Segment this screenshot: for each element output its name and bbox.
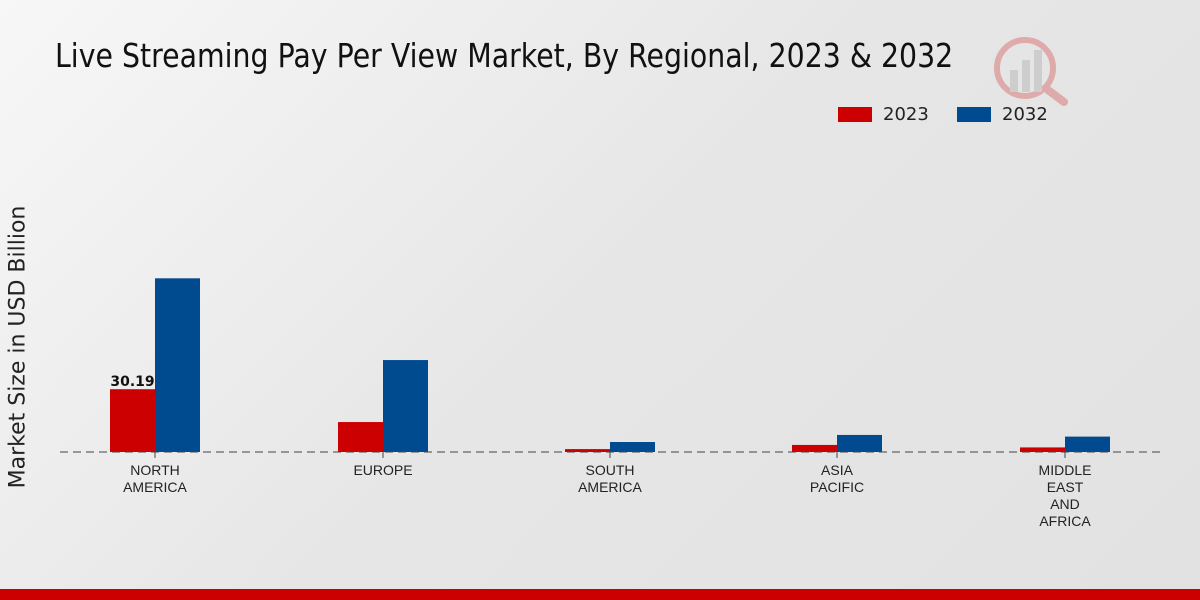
bar-2032-4 — [1065, 436, 1110, 452]
x-tick-label: ASIA PACIFIC — [810, 462, 864, 495]
x-tick-label: MIDDLE EAST AND AFRICA — [1039, 462, 1092, 529]
bar-2032-3 — [837, 434, 882, 452]
bar-2023-1 — [338, 422, 383, 452]
footer-bar — [0, 589, 1200, 600]
legend-label-2023: 2023 — [883, 104, 929, 125]
bar-2023-2 — [565, 449, 610, 452]
bar-2023-0 — [110, 389, 155, 452]
data-label: 30.19 — [110, 374, 154, 390]
legend-item-2023: 2023 — [838, 104, 929, 125]
bar-2032-0 — [155, 278, 200, 452]
bar-2023-4 — [1020, 447, 1065, 452]
legend-item-2032: 2032 — [957, 104, 1048, 125]
legend-swatch-2023 — [838, 107, 872, 122]
logo-icon — [994, 37, 1068, 106]
x-tick-label: SOUTH AMERICA — [578, 462, 642, 495]
x-tick-label: EUROPE — [353, 462, 412, 478]
bar-2032-1 — [383, 360, 428, 452]
bar-2023-3 — [792, 444, 837, 452]
chart-title: Live Streaming Pay Per View Market, By R… — [55, 36, 954, 75]
legend-label-2032: 2032 — [1002, 104, 1048, 125]
x-tick-label: NORTH AMERICA — [123, 462, 187, 495]
bar-2032-2 — [610, 442, 655, 452]
legend-swatch-2032 — [957, 107, 991, 122]
